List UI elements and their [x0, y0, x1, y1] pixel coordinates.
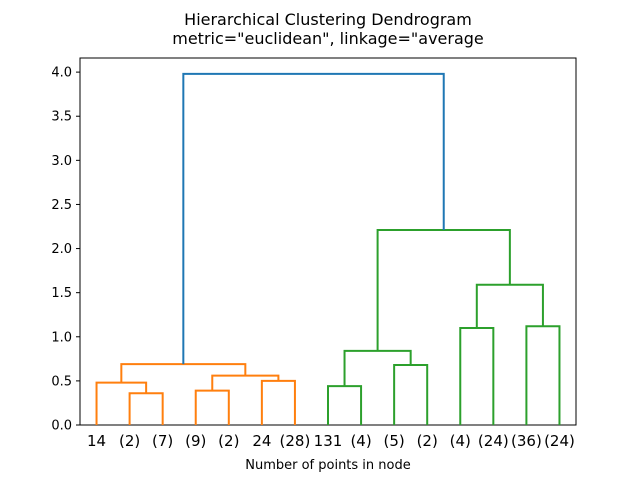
leaf-label: (5)	[384, 432, 405, 450]
leaf-label: (28)	[280, 432, 311, 450]
leaf-label: (24)	[478, 432, 509, 450]
chart-title-line1: Hierarchical Clustering Dendrogram	[184, 10, 472, 29]
y-tick-label: 3.5	[51, 110, 72, 125]
y-tick-label: 4.0	[51, 66, 72, 81]
leaf-label: (4)	[350, 432, 371, 450]
leaf-label: (9)	[185, 432, 206, 450]
leaf-label: 14	[87, 432, 106, 450]
y-tick-label: 2.5	[51, 198, 72, 213]
leaf-label: (36)	[511, 432, 542, 450]
dendrogram-link	[393, 364, 429, 425]
dendrogram-link	[327, 385, 363, 425]
leaf-label: (7)	[152, 432, 173, 450]
leaf-label: (2)	[119, 432, 140, 450]
dendrogram-link	[459, 326, 495, 425]
dendrogram-link	[182, 72, 445, 365]
leaf-label: 24	[252, 432, 271, 450]
dendrogram-link	[376, 229, 511, 351]
y-tick-label: 1.0	[51, 330, 72, 345]
chart-title-line2: metric="euclidean", linkage="average	[172, 29, 484, 48]
leaf-label: 131	[314, 432, 343, 450]
leaf-label: (4)	[450, 432, 471, 450]
y-tick-label: 1.5	[51, 286, 72, 301]
plot-frame	[79, 57, 577, 426]
dendrogram-link	[525, 325, 561, 425]
x-axis-label: Number of points in node	[245, 458, 411, 473]
dendrogram-link	[475, 283, 544, 328]
leaf-label: (2)	[218, 432, 239, 450]
dendrogram-link	[260, 379, 296, 425]
dendrogram-link	[211, 374, 280, 391]
dendrogram-link	[120, 363, 247, 383]
y-tick-label: 0.0	[51, 419, 72, 434]
y-tick-label: 0.5	[51, 374, 72, 389]
dendrogram-link	[128, 392, 164, 425]
dendrogram-link	[343, 349, 412, 387]
leaf-label: (2)	[417, 432, 438, 450]
y-tick-label: 3.0	[51, 154, 72, 169]
dendrogram-link	[194, 389, 230, 425]
leaf-label: (24)	[544, 432, 575, 450]
dendrogram-link	[95, 381, 148, 425]
chart-title: Hierarchical Clustering Dendrogram metri…	[80, 10, 576, 48]
y-tick-label: 2.0	[51, 242, 72, 257]
